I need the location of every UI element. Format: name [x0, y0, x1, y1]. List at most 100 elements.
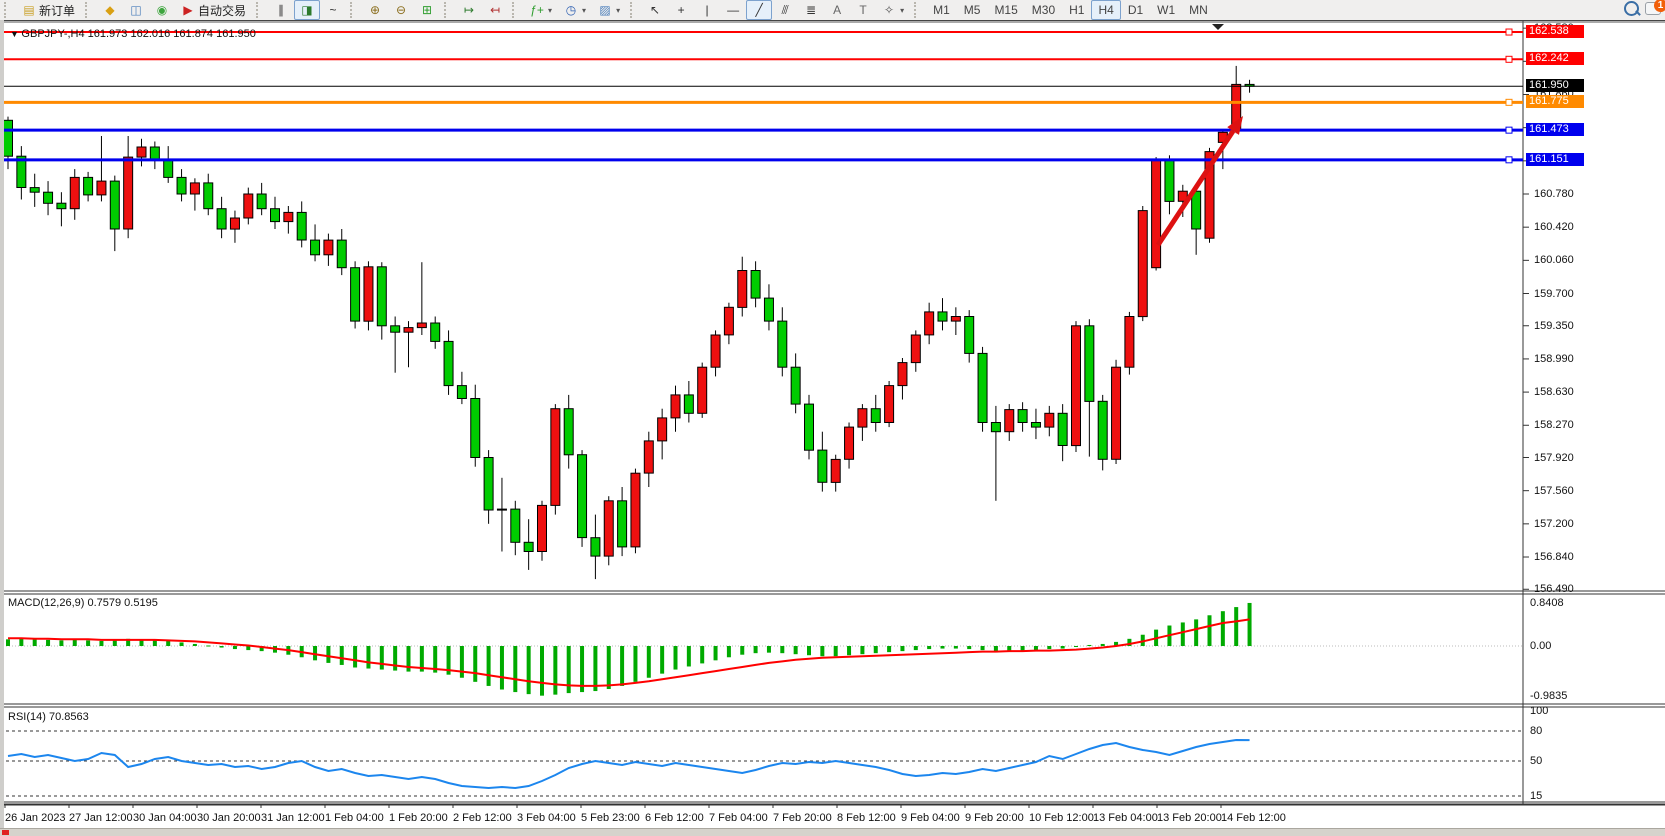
chart-dropdown-icon[interactable]: ▼	[10, 29, 22, 39]
zoom-in-icon[interactable]: ⊕	[362, 0, 388, 20]
macd-histogram-bar	[847, 646, 852, 656]
timeframe-m15-button[interactable]: M15	[987, 0, 1024, 20]
macd-histogram-bar	[72, 639, 77, 646]
market-watch-icon[interactable]: ◉	[149, 0, 175, 20]
time-axis-label: 5 Feb 23:00	[581, 812, 640, 824]
candle-body	[376, 266, 387, 327]
candle-body	[1017, 409, 1028, 424]
candle-body	[203, 182, 214, 210]
candlestick-chart-icon[interactable]: ◨	[294, 0, 321, 20]
tile-windows-icon[interactable]: ⊞	[414, 0, 440, 20]
candle-body	[804, 403, 814, 451]
horizontal-line-icon[interactable]: —	[720, 0, 746, 20]
trend-arrow-line[interactable]	[1155, 129, 1236, 247]
timeframe-m1-button[interactable]: M1	[926, 0, 957, 20]
indicators-icon[interactable]: ƒ+ ▾	[524, 0, 558, 20]
macd-histogram-bar	[793, 646, 798, 655]
candle-body	[16, 155, 27, 188]
candle-body	[216, 208, 227, 230]
trendline-icon[interactable]: ╱	[746, 0, 773, 20]
window-left-border	[0, 20, 4, 828]
level-line-handle[interactable]	[1505, 98, 1513, 106]
window-corner-marker	[2, 830, 9, 835]
candle-body	[336, 239, 347, 269]
channel-icon[interactable]: ⫻	[772, 0, 798, 20]
macd-axis-tick: 0.8408	[1530, 596, 1564, 609]
macd-histogram-bar	[606, 646, 611, 690]
candle-body	[1071, 325, 1081, 447]
macd-histogram-bar	[633, 646, 638, 682]
new-chart-icon[interactable]: ◆	[97, 0, 123, 20]
candle-body	[43, 191, 54, 204]
fibonacci-icon[interactable]: ≣	[798, 0, 824, 20]
timeframe-d1-button[interactable]: D1	[1121, 0, 1150, 20]
level-line-handle[interactable]	[1505, 55, 1513, 63]
vertical-line-icon[interactable]: |	[694, 0, 720, 20]
candle-body	[430, 322, 441, 342]
text-label-icon: T	[859, 3, 867, 17]
candle-body	[510, 508, 521, 543]
price-scale[interactable]	[1524, 21, 1665, 804]
time-axis-label: 6 Feb 12:00	[645, 812, 704, 824]
trend-arrow-head[interactable]	[1227, 116, 1243, 135]
macd-histogram-bar	[246, 646, 251, 651]
time-axis-label: 26 Jan 2023	[5, 812, 66, 824]
price-axis-tick: 156.490	[1534, 583, 1574, 596]
candle-body	[256, 193, 267, 210]
timeframe-h4-button[interactable]: H4	[1091, 0, 1121, 20]
candle-body	[69, 176, 80, 210]
button-label: 自动交易	[198, 3, 247, 18]
candle-body	[456, 385, 467, 400]
candle-body	[323, 239, 334, 256]
dropdown-caret-icon[interactable]: ▾	[616, 5, 621, 15]
macd-histogram-bar	[419, 646, 424, 672]
candle-body	[1164, 158, 1175, 202]
dropdown-caret-icon[interactable]: ▾	[900, 5, 905, 15]
text-label-icon[interactable]: T	[850, 0, 876, 20]
crosshair-icon[interactable]: +	[668, 0, 694, 20]
zoom-out-icon[interactable]: ⊖	[388, 0, 414, 20]
button-label: M5	[963, 3, 981, 17]
timeframe-mn-button[interactable]: MN	[1182, 0, 1215, 20]
channel-icon: ⫻	[781, 3, 789, 17]
notifications-icon[interactable]: 1	[1645, 0, 1665, 15]
level-line-handle[interactable]	[1505, 156, 1513, 164]
timeframe-m30-button[interactable]: M30	[1025, 0, 1062, 20]
bar-chart-icon[interactable]: ∥	[268, 0, 294, 20]
chart-shift-marker-icon[interactable]	[1212, 24, 1224, 30]
chart-shift-icon[interactable]: ↤	[482, 0, 508, 20]
rsi-axis-tick: 80	[1530, 725, 1543, 737]
timeframe-h1-button[interactable]: H1	[1062, 0, 1091, 20]
new-order-icon[interactable]: ▤ 新订单	[16, 0, 81, 20]
cursor-icon[interactable]: ↖	[642, 0, 668, 20]
line-chart-icon[interactable]: ~	[320, 0, 346, 20]
dropdown-caret-icon[interactable]: ▾	[548, 5, 553, 15]
search-icon[interactable]	[1624, 1, 1639, 16]
candle-body	[496, 508, 507, 511]
candle-body	[817, 449, 828, 483]
timeframe-w1-button[interactable]: W1	[1150, 0, 1182, 20]
profiles-icon: ◫	[130, 3, 142, 17]
templates-icon[interactable]: ▨ ▾	[592, 0, 626, 20]
autotrading-icon[interactable]: ▶ 自动交易	[175, 0, 252, 20]
profiles-icon[interactable]: ◫	[123, 0, 149, 20]
level-line-handle[interactable]	[1505, 126, 1513, 134]
chart-window[interactable]: ▼ GBPJPY-,H4 161.973 162.016 161.874 161…	[0, 20, 1665, 829]
candle-body	[390, 325, 401, 333]
text-icon[interactable]: A	[824, 0, 850, 20]
timeframe-m5-button[interactable]: M5	[957, 0, 988, 20]
chart-canvas[interactable]	[0, 21, 1665, 829]
time-axis-label: 10 Feb 12:00	[1029, 812, 1094, 824]
candle-body	[884, 385, 895, 424]
level-line-handle[interactable]	[1505, 28, 1513, 36]
trendline-icon: ╱	[755, 3, 763, 17]
candle-body	[310, 239, 321, 256]
candle-body	[296, 211, 307, 241]
candle-body	[243, 193, 254, 219]
periods-icon[interactable]: ◷ ▾	[558, 0, 592, 20]
shapes-icon[interactable]: ✧ ▾	[876, 0, 910, 20]
candle-body	[590, 537, 601, 557]
auto-scroll-icon[interactable]: ↦	[456, 0, 482, 20]
price-level-label: 162.242	[1526, 52, 1584, 66]
dropdown-caret-icon[interactable]: ▾	[582, 5, 587, 15]
